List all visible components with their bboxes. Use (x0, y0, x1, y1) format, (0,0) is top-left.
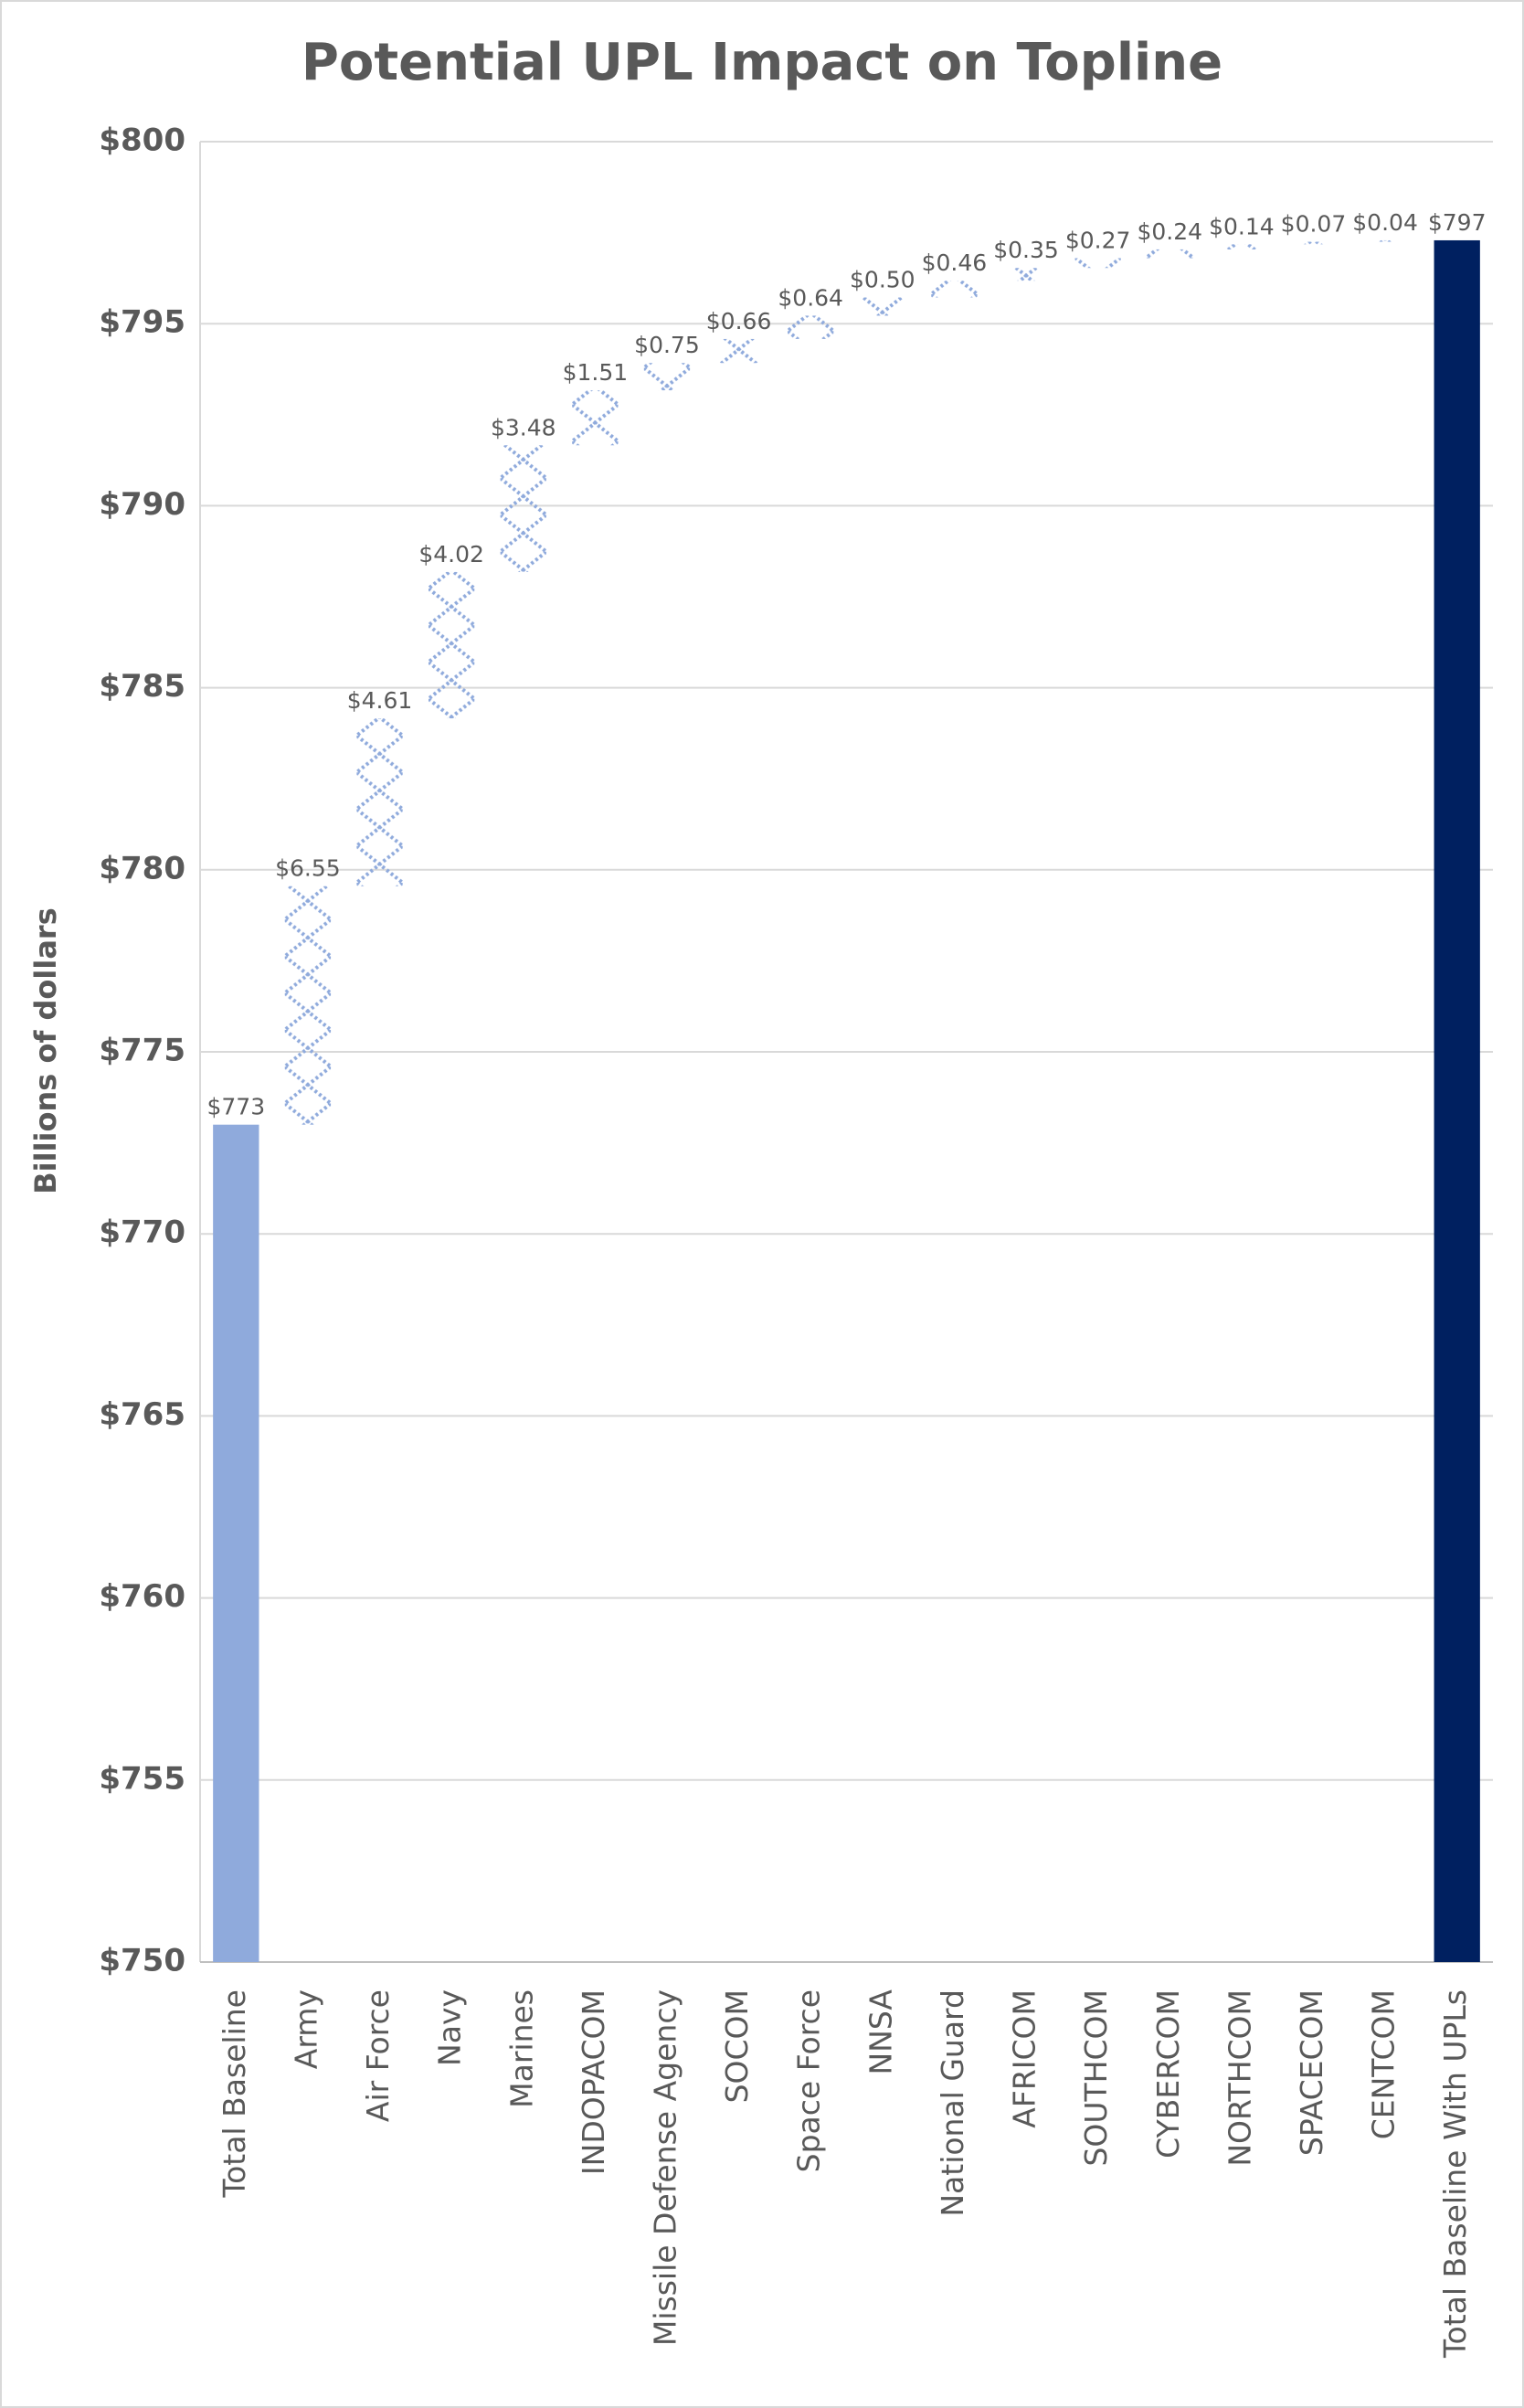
bar (1290, 241, 1337, 245)
y-tick-label: $750 (99, 1943, 185, 1979)
x-tick-label: Total Baseline (217, 1989, 252, 2198)
chart-title: Potential UPL Impact on Topline (302, 33, 1222, 92)
x-tick-label: Missile Defense Agency (647, 1989, 683, 2346)
x-tick-label: Air Force (360, 1989, 396, 2122)
value-label: $3.48 (491, 414, 556, 440)
value-label: $0.75 (634, 332, 700, 358)
bar (500, 445, 546, 572)
bar (859, 297, 905, 316)
x-tick-label: NORTHCOM (1222, 1989, 1257, 2167)
bar (715, 338, 762, 364)
y-tick-label: $770 (99, 1215, 185, 1251)
value-label: $797 (1428, 209, 1487, 236)
x-tick-label: AFRICOM (1007, 1989, 1042, 2128)
x-tick-label: Space Force (791, 1989, 827, 2172)
value-label: $0.50 (850, 267, 915, 293)
y-tick-label: $780 (99, 850, 185, 886)
bar (1218, 244, 1265, 249)
value-label: $0.07 (1281, 211, 1347, 238)
y-axis-label: Billions of dollars (28, 907, 63, 1194)
value-label: $0.27 (1065, 227, 1131, 253)
x-tick-label: NNSA (863, 1989, 898, 2075)
bar (572, 390, 619, 446)
x-tick-label: Total Baseline With UPLs (1437, 1989, 1473, 2359)
bar (356, 718, 403, 886)
value-label: $0.64 (778, 284, 843, 311)
bar (213, 1124, 259, 1962)
y-tick-label: $800 (99, 122, 185, 159)
value-label: $0.66 (706, 308, 772, 334)
x-tick-label: Army (288, 1989, 323, 2069)
x-tick-label: National Guard (935, 1989, 970, 2217)
value-label: $0.24 (1137, 218, 1202, 245)
y-tick-label: $785 (99, 668, 185, 705)
x-tick-label: Marines (503, 1989, 539, 2108)
bar (1434, 239, 1480, 1962)
x-tick-label: CYBERCOM (1150, 1989, 1186, 2159)
value-label: $0.46 (922, 249, 988, 276)
y-tick-label: $765 (99, 1396, 185, 1433)
value-label: $0.14 (1209, 213, 1275, 239)
bar (1074, 258, 1121, 269)
x-tick-label: SPACECOM (1294, 1989, 1329, 2156)
value-label: $0.35 (993, 237, 1059, 263)
bar (1361, 239, 1409, 242)
bar (1002, 268, 1050, 281)
bar (428, 571, 475, 719)
bar (284, 886, 332, 1125)
x-tick-label: INDOPACOM (576, 1989, 611, 2175)
x-tick-label: Navy (432, 1989, 468, 2066)
bar (931, 281, 978, 298)
value-label: $773 (206, 1094, 265, 1120)
x-tick-label: SOCOM (719, 1989, 755, 2103)
value-label: $4.61 (347, 687, 413, 714)
value-label: $1.51 (563, 359, 629, 386)
x-tick-label: SOUTHCOM (1078, 1989, 1114, 2167)
bar (788, 315, 834, 339)
y-tick-label: $775 (99, 1033, 185, 1069)
y-tick-label: $755 (99, 1760, 185, 1797)
value-label: $4.02 (418, 541, 484, 568)
value-label: $0.04 (1352, 209, 1418, 236)
value-label: $6.55 (275, 855, 341, 882)
y-tick-label: $790 (99, 486, 185, 523)
bar (1147, 249, 1193, 259)
bar (643, 363, 691, 391)
x-tick-label: CENTCOM (1366, 1989, 1402, 2139)
y-tick-label: $795 (99, 304, 185, 341)
y-tick-label: $760 (99, 1578, 185, 1615)
